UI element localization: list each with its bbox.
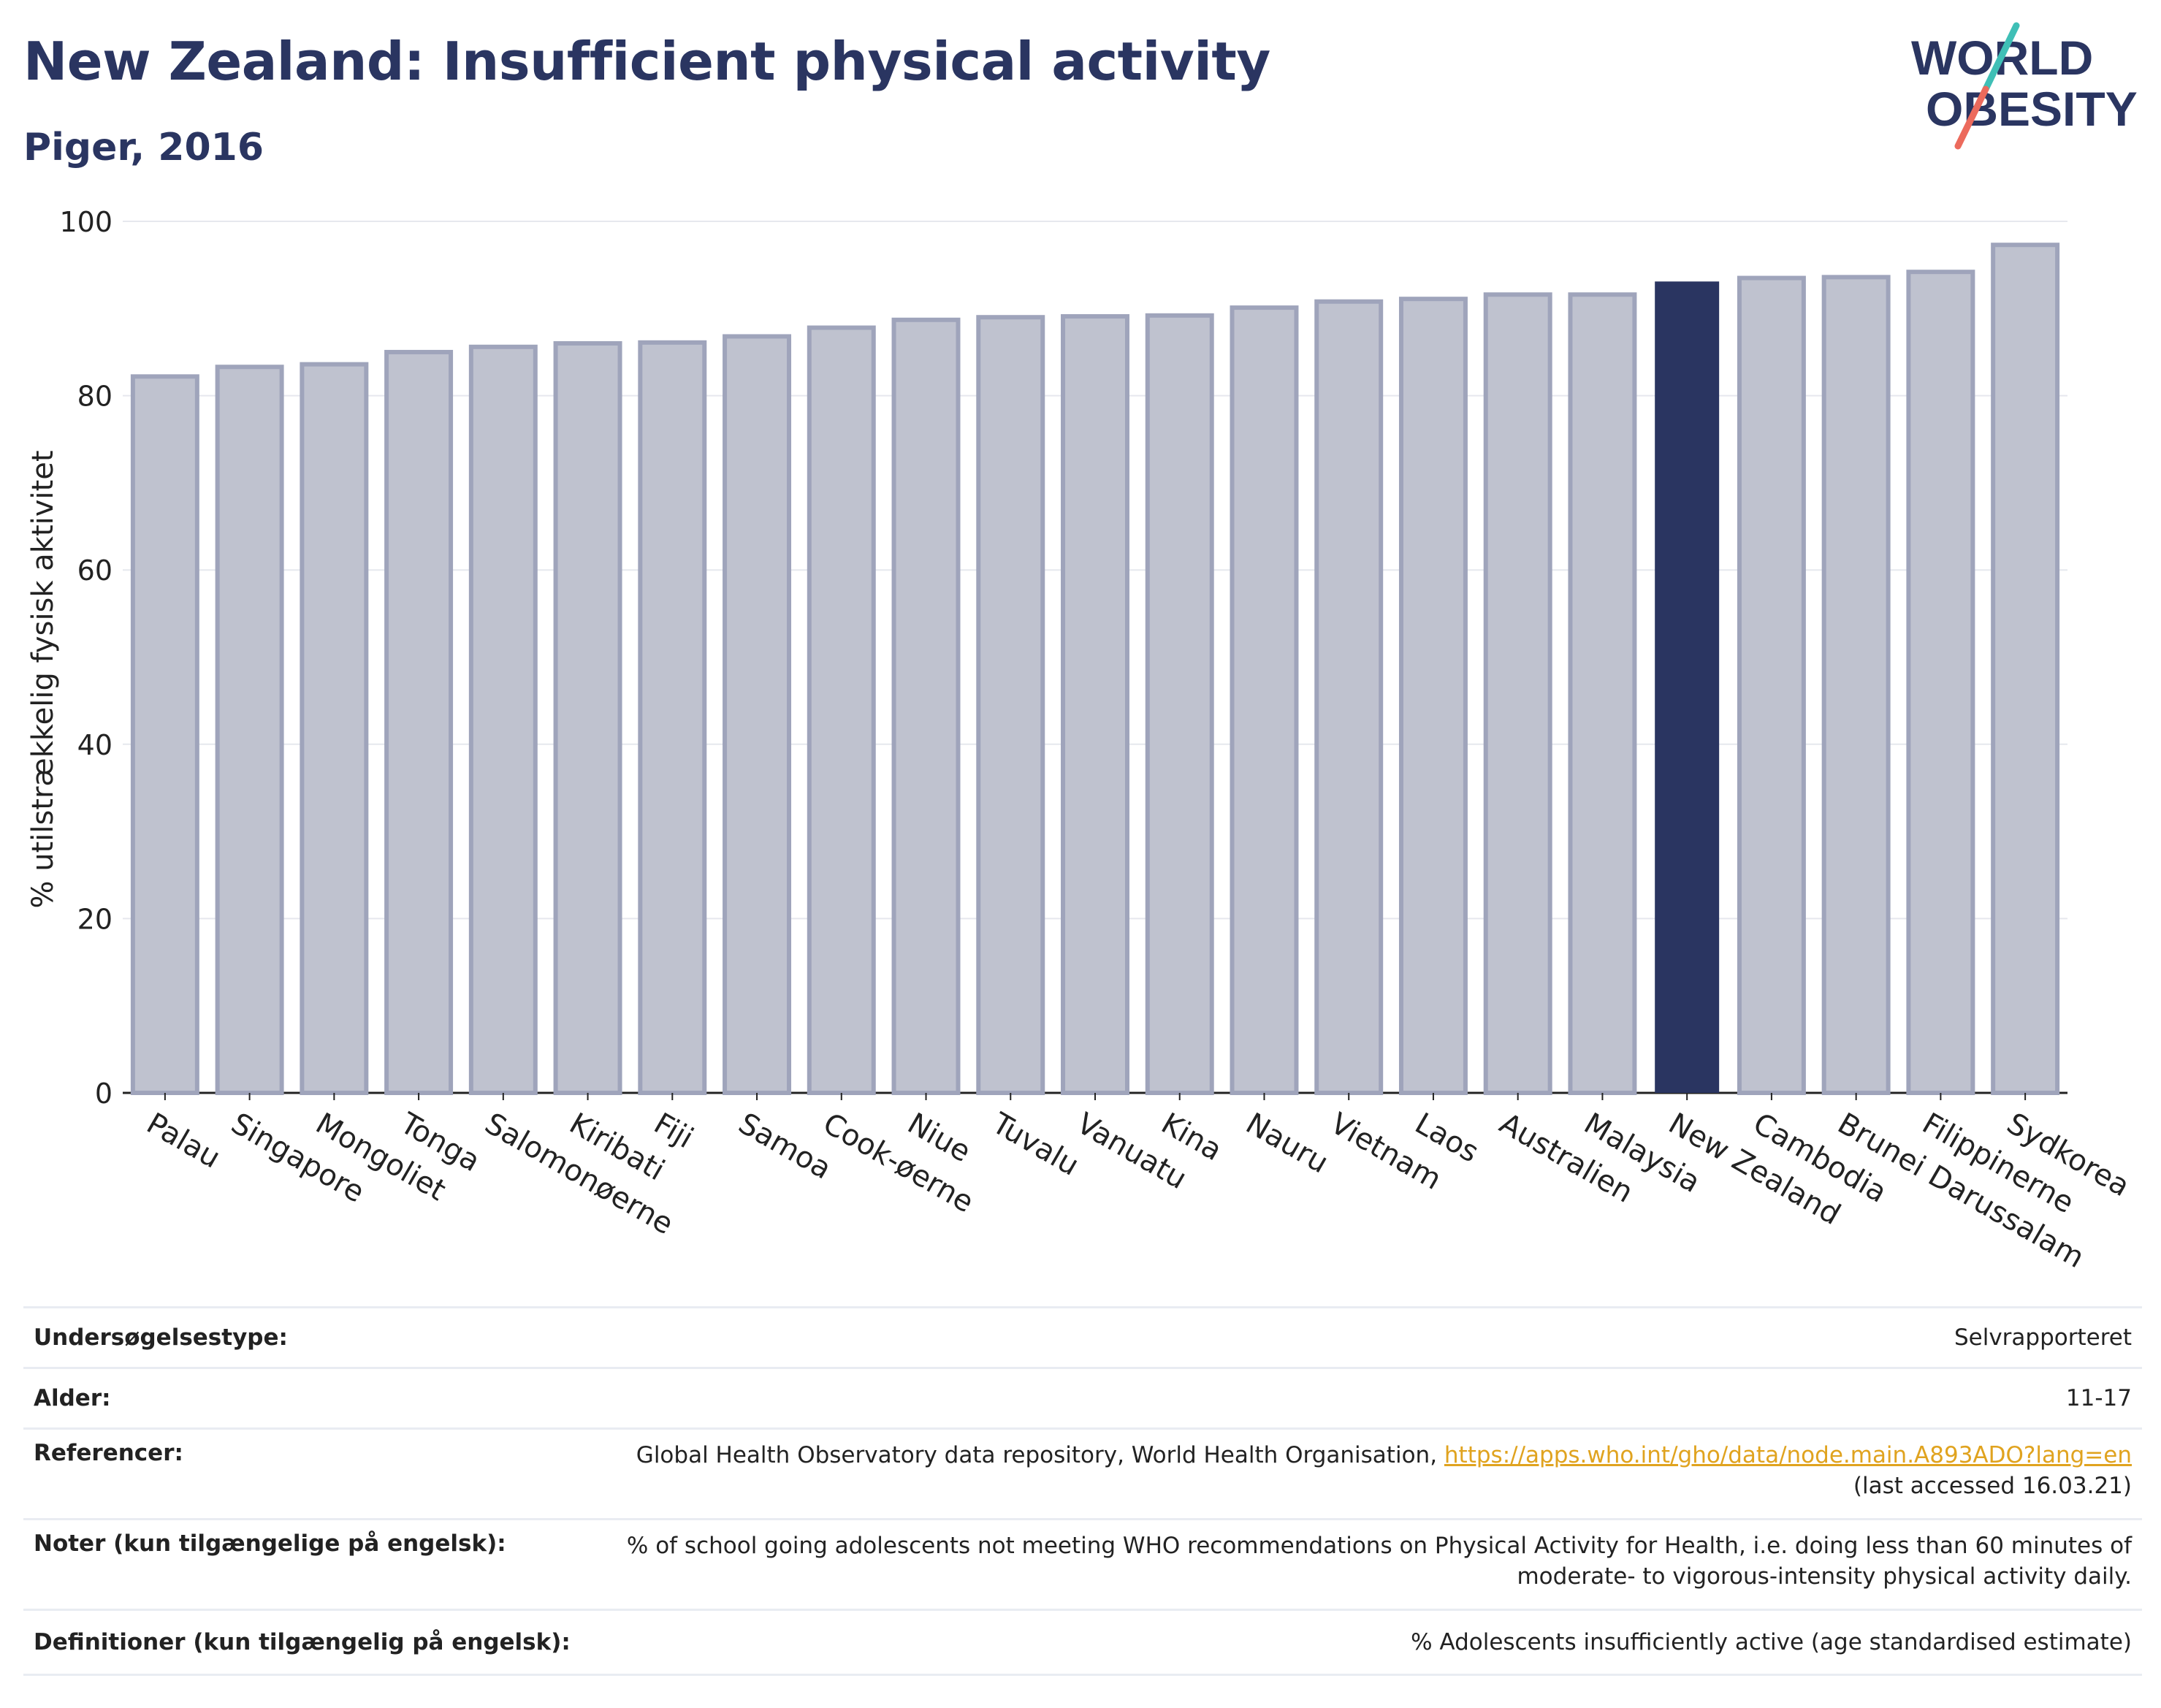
bar-tonga [384, 349, 454, 1095]
bar-new-zealand [1655, 281, 1720, 1093]
bar-cook-erne [807, 325, 876, 1095]
x-tick-label: Nauru [1240, 1107, 1333, 1181]
chart-subtitle: Piger, 2016 [23, 126, 264, 169]
bar-palau [130, 374, 199, 1095]
bar-tuvalu [976, 315, 1045, 1096]
bar-vanuatu [1061, 314, 1129, 1095]
bar-salomon-erne [468, 344, 538, 1095]
info-label-survey-type: Undersøgelsestype: [34, 1324, 288, 1351]
bar-malaysia [1568, 292, 1637, 1095]
bar-vietnam [1314, 299, 1384, 1096]
info-label-references: Referencer: [34, 1440, 183, 1466]
logo-word-obesity: OBESITY [1926, 82, 2138, 136]
bar-australien [1483, 292, 1552, 1095]
notes-line-2: moderate- to vigorous-intensity physical… [1517, 1563, 2132, 1590]
bar-singapore [215, 365, 284, 1095]
reference-text: Global Health Observatory data repositor… [636, 1442, 1444, 1468]
info-value-survey-type: Selvrapporteret [1954, 1324, 2132, 1351]
y-tick-label: 40 [77, 729, 113, 761]
reference-accessed: (last accessed 16.03.21) [1853, 1473, 2132, 1499]
reference-link[interactable]: https://apps.who.int/gho/data/node.main.… [1444, 1442, 2132, 1468]
logo-slash-teal [1982, 22, 2020, 93]
bar-fiji [638, 340, 707, 1095]
y-tick-label: 100 [59, 206, 113, 238]
chart-title: New Zealand: Insufficient physical activ… [23, 31, 1270, 92]
info-table: Undersøgelsestype: Selvrapporteret Alder… [23, 1306, 2142, 1676]
logo-slash-coral [1954, 85, 1989, 150]
x-tick-label: Palau [141, 1107, 226, 1175]
info-row-notes: Noter (kun tilgængelige på engelsk): % o… [23, 1518, 2142, 1609]
bar-sydkorea [1991, 243, 2060, 1095]
bar-laos [1398, 297, 1468, 1095]
bar-kina [1145, 313, 1214, 1095]
info-value-age: 11-17 [2065, 1385, 2132, 1411]
bar-brunei-darussalam [1821, 275, 1891, 1095]
info-label-age: Alder: [34, 1385, 111, 1411]
info-row-survey-type: Undersøgelsestype: Selvrapporteret [23, 1306, 2142, 1367]
info-value-definitions: % Adolescents insufficiently active (age… [1411, 1629, 2132, 1655]
x-tick-label: Tuvalu [986, 1106, 1084, 1183]
notes-line-1: % of school going adolescents not meetin… [626, 1533, 2132, 1559]
info-row-definitions: Definitioner (kun tilgængelig på engelsk… [23, 1609, 2142, 1676]
bar-filippinerne [1906, 270, 1975, 1096]
info-value-notes: % of school going adolescents not meetin… [627, 1530, 2142, 1592]
bar-kiribati [553, 341, 622, 1095]
x-tick-label: Fiji [648, 1107, 698, 1156]
y-axis-label: % utilstrækkelig fysisk aktivitet [26, 450, 60, 908]
info-row-age: Alder: 11-17 [23, 1367, 2142, 1427]
y-tick-label: 80 [77, 381, 113, 413]
x-tick-label: Samoa [733, 1107, 836, 1186]
bar-cambodia [1737, 275, 1806, 1095]
info-label-notes: Noter (kun tilgængelige på engelsk): [34, 1530, 506, 1557]
y-tick-label: 0 [95, 1078, 113, 1110]
info-row-references: Referencer: Global Health Observatory da… [23, 1427, 2142, 1518]
info-label-definitions: Definitioner (kun tilgængelig på engelsk… [34, 1629, 571, 1655]
world-obesity-logo: WORLD OBESITY [1911, 22, 2138, 150]
y-tick-label: 60 [77, 554, 113, 587]
bar-mongoliet [300, 362, 369, 1096]
bar-niue [891, 317, 961, 1096]
bar-nauru [1230, 305, 1299, 1095]
bar-samoa [723, 334, 792, 1096]
info-value-references: Global Health Observatory data repositor… [636, 1440, 2142, 1501]
y-tick-label: 20 [77, 903, 113, 935]
